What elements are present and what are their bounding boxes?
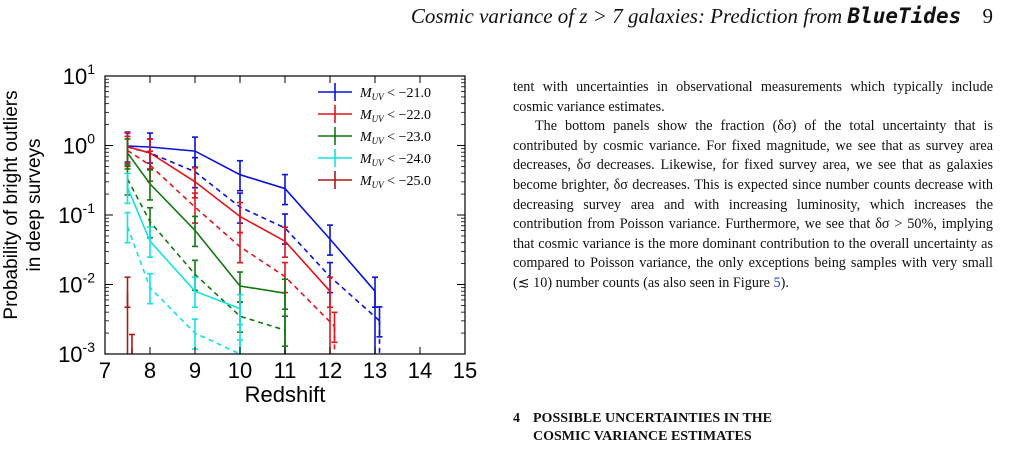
section-heading: 4 POSSIBLE UNCERTAINTIES IN THE COSMIC VA… [513, 410, 993, 446]
legend-label: MUV < −22.0 [359, 108, 431, 124]
series-line-dashed [126, 178, 286, 331]
series-line-solid [126, 186, 241, 310]
legend-label: MUV < −25.0 [359, 174, 431, 190]
y-axis-label: Probability of bright outliers [1, 90, 22, 319]
paragraph-2: The bottom panels show the fraction (δσ)… [513, 117, 993, 293]
header-title-code: BlueTides [847, 4, 962, 28]
x-tick-label: 7 [99, 358, 111, 383]
x-tick-label: 11 [274, 358, 297, 383]
series-line-solid [127, 145, 331, 292]
y-tick-label: 100 [63, 131, 95, 159]
series-line-dashed [127, 149, 336, 327]
series-line-dashed [127, 146, 381, 322]
x-tick-label: 12 [318, 358, 342, 383]
legend-label: MUV < −24.0 [359, 152, 431, 168]
legend-label: MUV < −21.0 [359, 86, 431, 102]
legend-label: MUV < −23.0 [359, 130, 431, 146]
x-tick-label: 14 [408, 358, 432, 383]
section-title-line2: COSMIC VARIANCE ESTIMATES [533, 429, 752, 444]
y-tick-label: 10-3 [58, 339, 95, 367]
series-group [124, 131, 383, 354]
series-line-solid [126, 152, 286, 294]
series-line-solid [127, 145, 376, 292]
figure-link[interactable]: 5 [773, 274, 781, 291]
y-tick-label: 101 [63, 61, 95, 89]
y-tick-label: 10-2 [58, 270, 95, 298]
body-column: tent with uncertainties in observational… [513, 78, 993, 294]
outlier-probability-chart: 7 8 9 10 11 12 13 14 15 101 100 10-1 10-2 10-3 MUV < … [1, 61, 477, 407]
x-tick-label: 15 [453, 358, 477, 383]
header-title: Cosmic variance of z > 7 galaxies: Predi… [410, 4, 843, 28]
x-tick-label: 8 [144, 358, 156, 383]
paragraph-1: tent with uncertainties in observational… [513, 79, 993, 115]
paragraph-2-text: The bottom panels show the fraction (δσ)… [513, 118, 993, 291]
section-number: 4 [513, 411, 520, 426]
x-tick-label: 13 [363, 358, 387, 383]
running-header: Cosmic variance of z > 7 galaxies: Predi… [411, 4, 993, 29]
x-axis-label: Redshift [245, 382, 326, 407]
page-number: 9 [982, 4, 994, 28]
x-tick-label: 9 [189, 358, 201, 383]
y-axis-label-line2: in deep surveys [24, 138, 45, 271]
x-tick-label: 10 [228, 358, 252, 383]
y-tick-label: 10-1 [58, 200, 95, 228]
section-title-line1: POSSIBLE UNCERTAINTIES IN THE [533, 411, 773, 426]
paragraph-2-tail: ). [780, 274, 789, 291]
series-line-dashed [126, 226, 241, 354]
